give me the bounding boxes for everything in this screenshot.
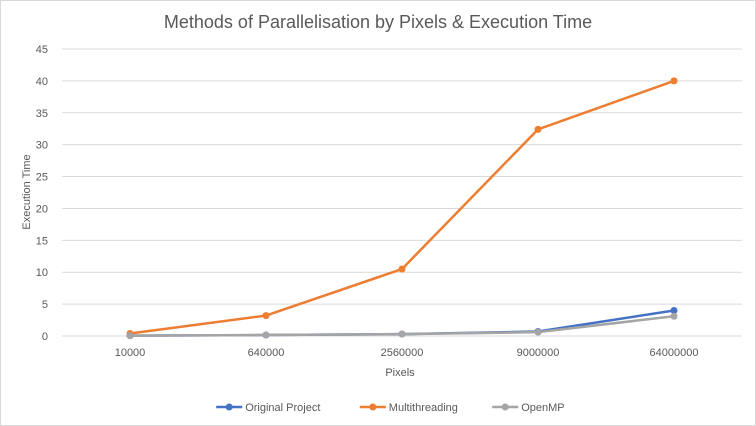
x-tick-label: 640000 bbox=[248, 347, 285, 359]
y-axis-ticks: 0 5 10 15 20 25 30 35 40 45 bbox=[36, 44, 48, 343]
chart-title: Methods of Parallelisation by Pixels & E… bbox=[164, 12, 592, 32]
y-tick-label: 20 bbox=[36, 203, 48, 215]
data-point-openmp bbox=[262, 331, 270, 339]
y-axis-label: Execution Time bbox=[21, 154, 33, 229]
y-tick-label: 5 bbox=[42, 299, 48, 311]
legend-label-original-project: Original Project bbox=[245, 402, 320, 414]
x-tick-label: 64000000 bbox=[650, 347, 699, 359]
y-tick-label: 15 bbox=[36, 235, 48, 247]
y-tick-label: 25 bbox=[36, 172, 48, 184]
data-point-openmp bbox=[126, 332, 134, 340]
y-tick-label: 0 bbox=[42, 331, 48, 343]
legend-label-openmp: OpenMP bbox=[521, 402, 564, 414]
legend-marker-original-project bbox=[225, 403, 233, 411]
y-tick-label: 45 bbox=[36, 44, 48, 56]
series-line-multithreading bbox=[128, 79, 676, 335]
series-layer bbox=[126, 77, 678, 340]
data-point-original-project bbox=[670, 306, 678, 314]
y-tick-label: 35 bbox=[36, 108, 48, 120]
data-point-multithreading bbox=[262, 312, 270, 320]
y-tick-label: 30 bbox=[36, 140, 48, 152]
data-point-openmp bbox=[534, 328, 542, 336]
x-tick-label: 9000000 bbox=[517, 347, 560, 359]
legend: Original Project Multithreading OpenMP bbox=[216, 402, 565, 414]
legend-label-multithreading: Multithreading bbox=[389, 402, 458, 414]
data-point-multithreading bbox=[534, 125, 542, 133]
x-tick-label: 10000 bbox=[115, 347, 146, 359]
legend-marker-openmp bbox=[501, 403, 509, 411]
data-point-openmp bbox=[398, 330, 406, 338]
x-tick-label: 2560000 bbox=[381, 347, 424, 359]
legend-marker-multithreading bbox=[369, 403, 377, 411]
data-point-openmp bbox=[670, 312, 678, 320]
data-point-multithreading bbox=[670, 77, 678, 85]
x-axis-ticks: 10000 640000 2560000 9000000 64000000 bbox=[115, 347, 699, 359]
data-point-multithreading bbox=[398, 265, 406, 273]
y-tick-label: 10 bbox=[36, 267, 48, 279]
y-tick-label: 40 bbox=[36, 76, 48, 88]
x-axis-label: Pixels bbox=[385, 367, 415, 379]
